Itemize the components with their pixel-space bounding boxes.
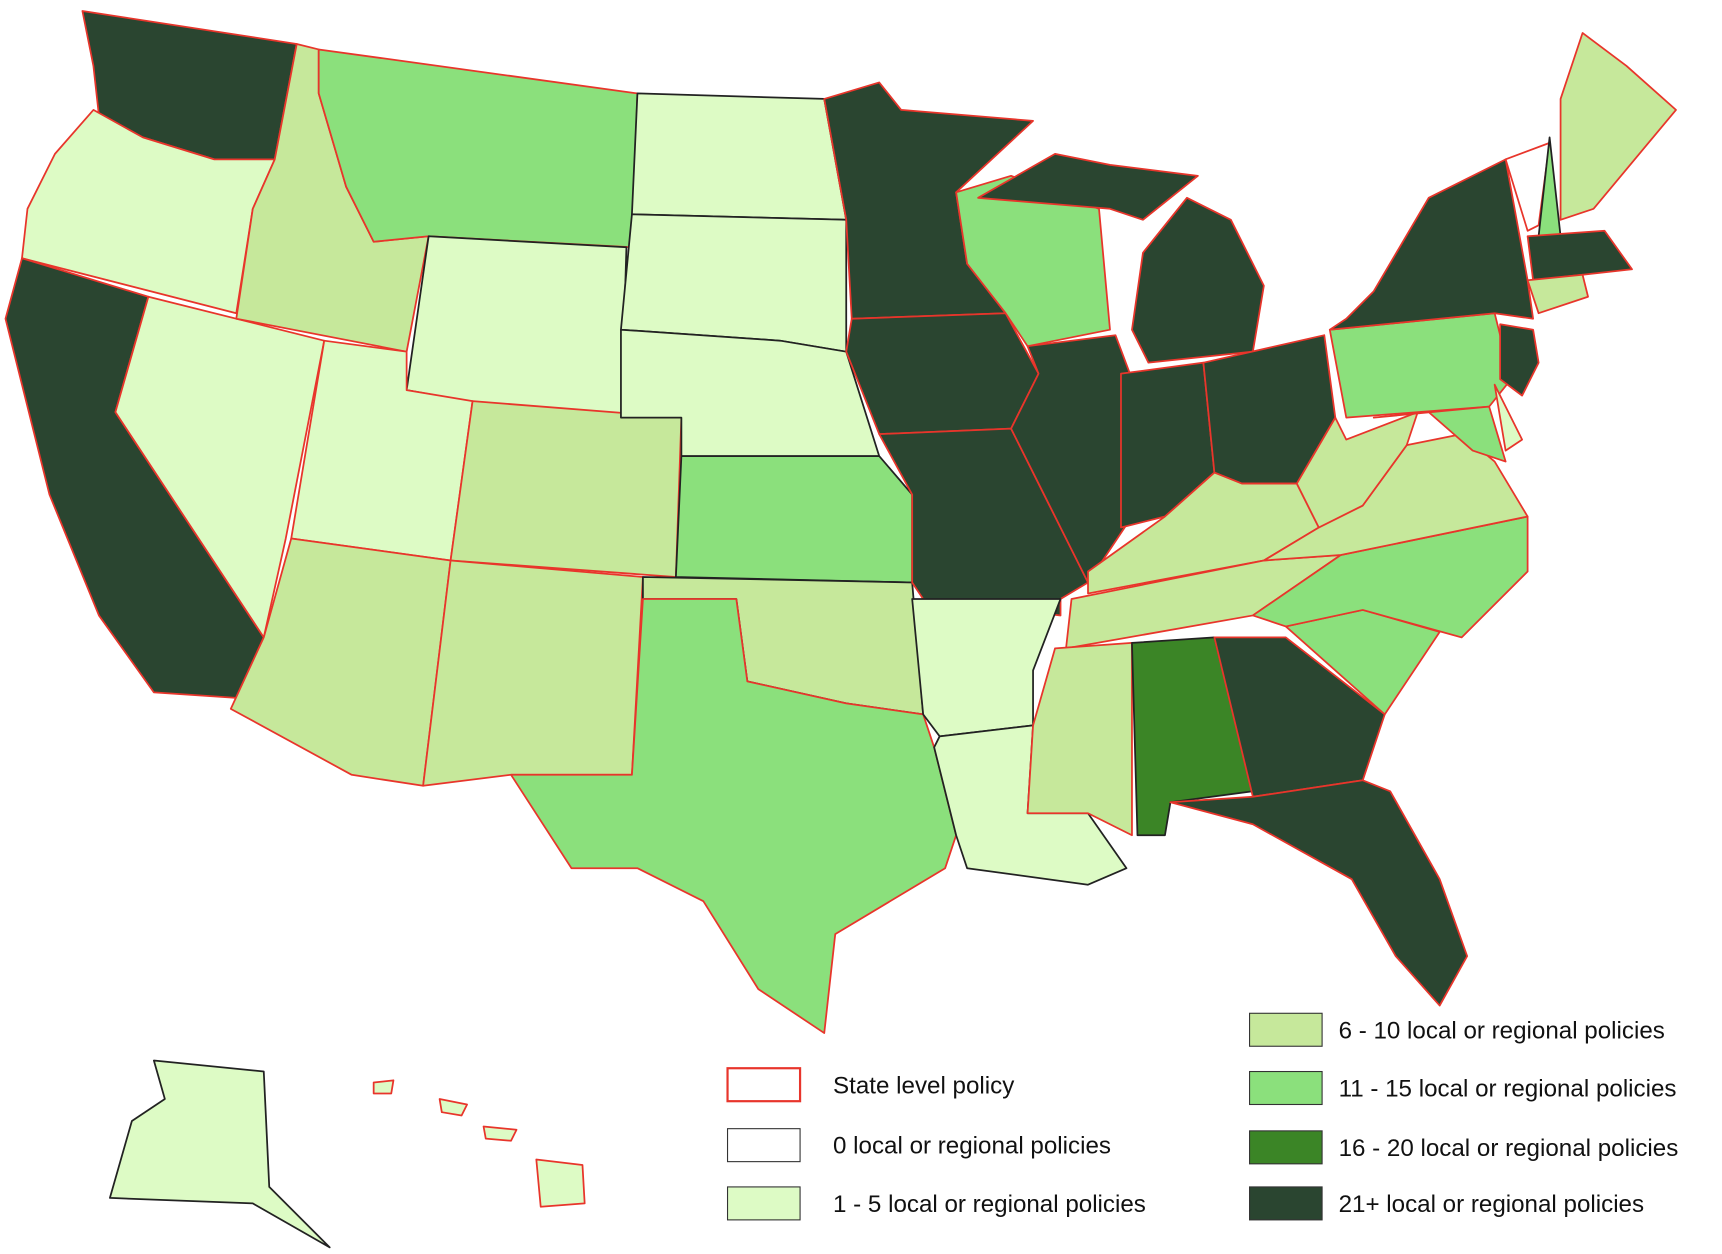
state [1526, 229, 1633, 282]
state [1131, 196, 1265, 364]
legend-swatch [726, 1186, 801, 1221]
legend-swatch [1249, 1130, 1323, 1165]
state [372, 1079, 395, 1095]
legend-swatch [1249, 1186, 1323, 1221]
state [1295, 411, 1419, 529]
map-layer: State level policy 0 local or regional po… [4, 10, 1679, 1249]
legend-label: 1 - 5 local or regional policies [833, 1191, 1146, 1218]
legend-swatch [1249, 1012, 1323, 1047]
state [317, 48, 639, 249]
state [1169, 779, 1469, 1007]
legend-label: 11 - 15 local or regional policies [1339, 1076, 1677, 1103]
legend-label: 16 - 20 local or regional policies [1339, 1135, 1679, 1162]
state [1328, 312, 1513, 419]
legend-swatch [726, 1067, 802, 1103]
state [1526, 273, 1589, 315]
state [422, 559, 644, 787]
state [438, 1098, 468, 1117]
legend-swatch [1249, 1070, 1323, 1106]
state [675, 455, 914, 584]
legend-swatch [726, 1128, 801, 1163]
state [845, 312, 1040, 435]
state [1504, 141, 1551, 232]
legend-label: 0 local or regional policies [833, 1133, 1111, 1160]
state [631, 92, 848, 221]
state [1026, 642, 1133, 837]
legend-label: 21+ local or regional policies [1339, 1191, 1644, 1218]
state [510, 598, 958, 1034]
state [1328, 158, 1534, 331]
state [482, 1125, 518, 1142]
state [1559, 32, 1677, 221]
state [977, 152, 1199, 221]
state [535, 1158, 586, 1208]
state [109, 1059, 331, 1249]
state [620, 213, 848, 353]
legend-label: State level policy [833, 1072, 1015, 1099]
state [114, 295, 326, 639]
state [1493, 383, 1523, 452]
legend-label: 6 - 10 local or regional policies [1339, 1017, 1665, 1044]
state [1499, 323, 1540, 397]
state [449, 400, 683, 578]
state [1213, 636, 1386, 798]
state [1372, 405, 1507, 463]
